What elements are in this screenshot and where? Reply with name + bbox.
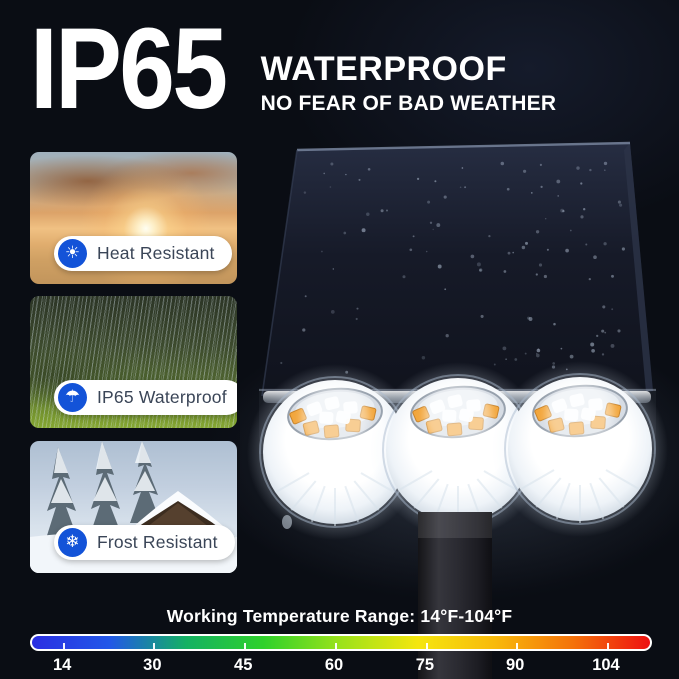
temperature-tick-labels: 14 30 45 60 75 90 104: [30, 656, 648, 676]
temp-tick-label: 75: [415, 656, 435, 674]
water-droplets: [280, 161, 625, 374]
temp-tick-label: 60: [324, 656, 344, 674]
temp-tick: [153, 643, 156, 649]
header-title: WATERPROOF: [260, 50, 507, 88]
ip-rating-text: IP65: [30, 5, 228, 133]
led-lamps: [247, 361, 668, 540]
temp-tick: [335, 643, 338, 649]
temp-tick: [244, 643, 247, 649]
sun-icon: ☀: [58, 239, 87, 268]
temp-tick-label: 30: [143, 656, 162, 674]
temp-tick: [425, 643, 428, 649]
header-right: WATERPROOF NO FEAR OF BAD WEATHER: [261, 22, 557, 116]
feature-label: Heat Resistant: [97, 243, 215, 263]
temp-tick-label: 14: [52, 656, 72, 674]
water-drip: [282, 515, 292, 529]
feature-card-frost: ❄ Frost Resistant: [30, 441, 237, 573]
header: IP65 WATERPROOF NO FEAR OF BAD WEATHER: [30, 5, 557, 133]
feature-card-waterproof: ☂ IP65 Waterproof: [30, 296, 237, 428]
umbrella-icon: ☂: [58, 383, 87, 412]
feature-label: IP65 Waterproof: [97, 387, 227, 407]
mounting-pole: [418, 512, 492, 679]
feature-badge-frost: ❄ Frost Resistant: [54, 525, 235, 560]
temperature-title: Working Temperature Range: 14°F-104°F: [166, 606, 513, 626]
solar-panel: [261, 141, 653, 397]
temp-tick: [606, 643, 609, 649]
feature-badge-waterproof: ☂ IP65 Waterproof: [54, 380, 237, 415]
snowflake-icon: ❄: [58, 528, 87, 557]
temp-tick: [516, 643, 519, 649]
feature-badge-heat: ☀ Heat Resistant: [54, 236, 232, 271]
temperature-section: Working Temperature Range: 14°F-104°F 14…: [0, 606, 679, 674]
solar-lamp-illustration: [240, 141, 679, 679]
feature-label: Frost Resistant: [97, 532, 218, 552]
temp-tick: [63, 643, 66, 649]
temperature-gradient-bar: [30, 634, 652, 651]
header-subtitle: NO FEAR OF BAD WEATHER: [260, 91, 557, 115]
feature-card-heat: ☀ Heat Resistant: [30, 152, 237, 284]
temp-tick-label: 90: [505, 656, 525, 674]
temp-tick-label: 45: [234, 656, 253, 674]
temp-tick-label: 104: [592, 656, 620, 674]
